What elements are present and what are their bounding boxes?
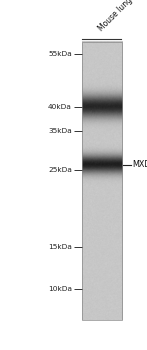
Text: 40kDa: 40kDa	[48, 104, 72, 110]
Text: 35kDa: 35kDa	[48, 128, 72, 134]
Text: 15kDa: 15kDa	[48, 244, 72, 250]
Text: 10kDa: 10kDa	[48, 286, 72, 292]
Text: MXD4: MXD4	[132, 160, 147, 169]
Text: 25kDa: 25kDa	[48, 167, 72, 173]
Text: 55kDa: 55kDa	[48, 51, 72, 57]
Bar	[82, 42, 122, 320]
Text: Mouse lung: Mouse lung	[97, 0, 134, 33]
